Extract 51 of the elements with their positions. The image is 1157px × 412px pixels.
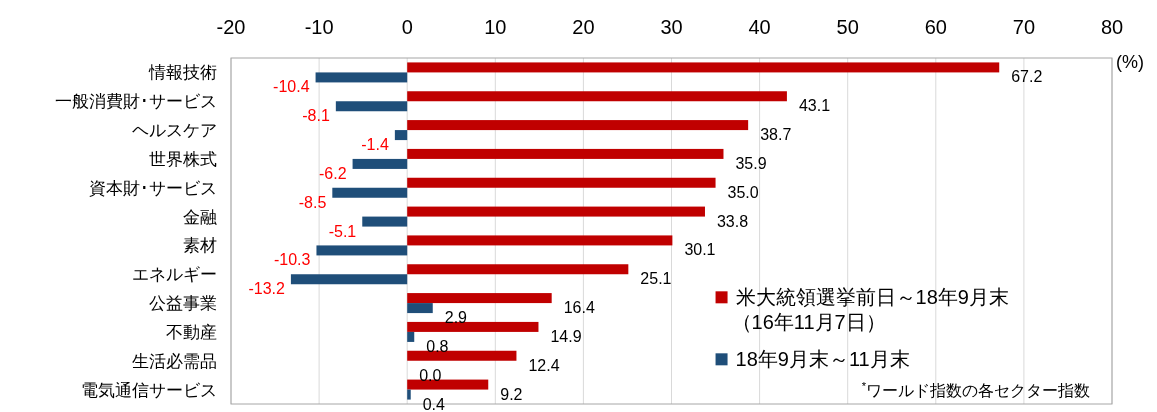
data-label: -6.2: [319, 164, 347, 182]
data-label: 43.1: [798, 97, 831, 115]
data-label: -10.4: [273, 78, 310, 96]
y-tick-label: 金融: [183, 207, 217, 227]
x-tick-label: 80: [1100, 16, 1124, 38]
y-tick-label: 一般消費財･サービス: [55, 92, 217, 112]
data-label: 35.0: [727, 183, 759, 201]
x-tick-label: -20: [216, 16, 246, 38]
x-tick-label: 70: [1012, 16, 1036, 38]
data-label: 35.9: [735, 154, 767, 172]
data-label: -5.1: [328, 222, 357, 240]
y-tick-label: 公益事業: [149, 294, 217, 314]
x-tick-label: 30: [660, 16, 683, 38]
y-tick-label: ヘルスケア: [132, 121, 217, 141]
data-label: 12.4: [528, 356, 560, 374]
y-tick-label: 不動産: [166, 322, 217, 342]
x-tick-label: 0: [401, 16, 413, 38]
legend-label: 米大統領選挙前日～18年9月末（16年11月7日）: [731, 286, 1009, 334]
legend-label: 18年9月末～11月末: [735, 348, 910, 371]
x-tick-label: 60: [924, 16, 947, 38]
data-label: 25.1: [640, 270, 672, 288]
x-tick-label: 20: [572, 16, 595, 38]
data-label: 67.2: [1011, 68, 1043, 86]
data-label: 14.9: [550, 327, 582, 345]
y-tick-label: 素材: [183, 236, 217, 256]
y-tick-label: 電気通信サービス: [81, 380, 217, 400]
y-tick-label: 生活必需品: [132, 351, 217, 371]
data-label: 33.8: [716, 212, 749, 230]
x-axis-title: (%): [1116, 52, 1144, 72]
data-label: 0.8: [426, 337, 449, 355]
x-tick-label: 40: [748, 16, 771, 38]
x-tick-label: 10: [484, 16, 507, 38]
data-label: -10.3: [273, 251, 311, 269]
y-tick-label: 情報技術: [148, 63, 217, 83]
annotation: $^{*}$ワールド指数の各セクター指数: [861, 380, 1090, 399]
data-label: -8.1: [302, 107, 330, 125]
data-label: 30.1: [684, 241, 716, 259]
x-tick-label: -10: [304, 16, 334, 38]
data-label: -8.5: [298, 193, 327, 211]
y-tick-label: 世界株式: [149, 149, 217, 169]
data-label: 16.4: [563, 299, 595, 317]
data-label: 2.9: [444, 309, 468, 327]
x-tick-label: 50: [836, 16, 859, 38]
data-label: 0.4: [422, 395, 446, 412]
data-label: -13.2: [248, 280, 286, 298]
y-tick-label: エネルギー: [132, 265, 217, 285]
data-label: 0.0: [419, 366, 442, 384]
data-label: 9.2: [500, 385, 523, 403]
data-label: 38.7: [760, 126, 792, 144]
y-tick-label: 資本財･サービス: [89, 178, 217, 198]
data-label: -1.4: [361, 136, 389, 154]
